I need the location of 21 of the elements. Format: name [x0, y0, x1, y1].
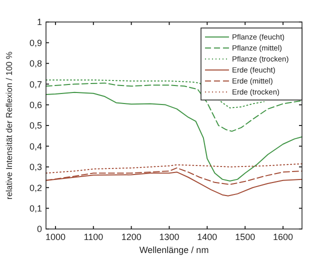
x-tick-label: 1100 [84, 232, 104, 242]
x-tick-label: 1400 [197, 232, 218, 242]
x-tick-label: 1600 [273, 232, 294, 242]
line-series [46, 163, 302, 174]
x-tick-label: 1000 [45, 232, 66, 242]
y-axis-title: relative Intensität der Reflexion / 100 % [4, 51, 14, 200]
y-tick-label: 0,4 [29, 141, 42, 152]
x-tick-label: 1200 [121, 232, 142, 242]
y-tick-label: 0 [36, 224, 42, 234]
y-tick-label: 0,8 [29, 58, 42, 69]
y-tick-label: 0,7 [29, 79, 42, 90]
x-axis-title: Wellenlänge / nm [139, 245, 209, 255]
y-tick-label: 1 [36, 17, 42, 28]
x-tick-label: 1500 [235, 232, 256, 242]
x-tick-label: 1300 [159, 232, 180, 242]
y-tick-label: 0,6 [29, 100, 42, 110]
y-tick-label: 0,9 [29, 38, 42, 48]
y-tick-label: 0,2 [29, 182, 42, 193]
y-tick-label: 0,3 [29, 162, 42, 172]
y-tick-label: 0,5 [29, 120, 42, 131]
y-tick-label: 0,1 [29, 203, 42, 214]
